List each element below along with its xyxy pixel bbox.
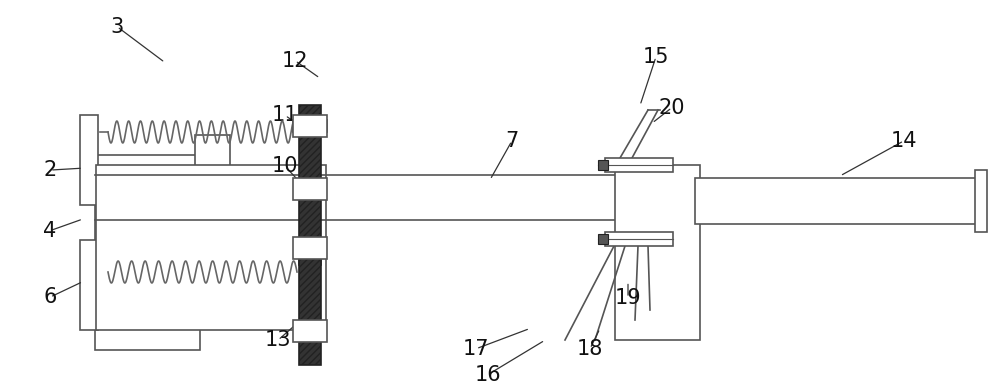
Bar <box>293 120 327 132</box>
Text: 20: 20 <box>659 97 685 118</box>
Text: 13: 13 <box>265 330 291 350</box>
Bar <box>605 158 673 172</box>
Bar <box>605 232 673 246</box>
Bar <box>615 165 700 340</box>
Text: 12: 12 <box>282 50 308 71</box>
Text: 7: 7 <box>505 131 519 151</box>
Bar <box>975 170 987 232</box>
Text: 11: 11 <box>272 105 298 126</box>
Bar <box>96 165 326 330</box>
Bar <box>293 115 327 137</box>
Text: 6: 6 <box>43 287 57 307</box>
Bar <box>95 155 200 350</box>
Bar <box>299 240 321 365</box>
Bar <box>293 320 327 342</box>
Text: 17: 17 <box>463 339 489 359</box>
Bar <box>195 135 230 195</box>
Text: 19: 19 <box>615 288 641 308</box>
Text: 18: 18 <box>577 339 603 359</box>
Text: 10: 10 <box>272 156 298 176</box>
Bar <box>299 105 321 265</box>
Bar <box>293 178 327 200</box>
Bar <box>80 115 98 205</box>
Bar <box>195 220 230 275</box>
Bar <box>695 178 980 224</box>
Bar <box>293 237 327 259</box>
Text: 14: 14 <box>891 131 917 151</box>
Text: 3: 3 <box>110 16 124 37</box>
Bar <box>80 240 98 330</box>
Text: 2: 2 <box>43 160 57 180</box>
Bar <box>598 160 608 170</box>
Text: 15: 15 <box>643 47 669 67</box>
Text: 16: 16 <box>475 364 501 385</box>
Text: 4: 4 <box>43 221 57 241</box>
Bar <box>598 234 608 244</box>
